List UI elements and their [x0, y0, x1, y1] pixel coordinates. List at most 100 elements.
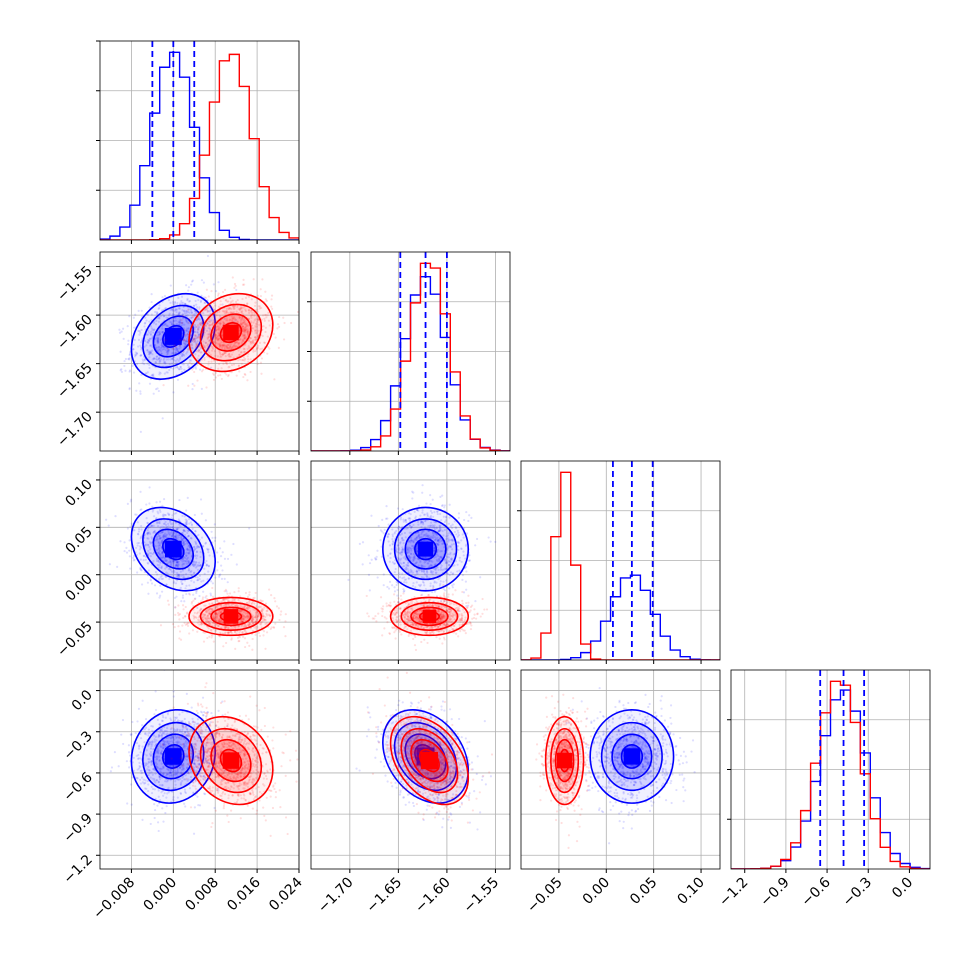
red-sample-point — [221, 347, 224, 350]
blue-sample-point — [446, 534, 449, 537]
blue-sample-point — [451, 572, 454, 576]
blue-sample-point — [164, 535, 167, 538]
blue-sample-point — [139, 331, 142, 334]
red-sample-point — [230, 631, 233, 634]
red-sample-point — [261, 347, 264, 350]
blue-contour — [130, 506, 217, 592]
blue-sample-point — [396, 594, 399, 597]
blue-sample-point — [191, 279, 195, 282]
blue-sample-point — [464, 557, 467, 560]
red-sample-point — [197, 349, 200, 352]
blue-sample-point — [181, 596, 185, 599]
red-sample-point — [171, 347, 175, 350]
blue-sample-point — [186, 556, 190, 559]
blue-sample-point — [156, 312, 159, 315]
blue-sample-point — [139, 568, 143, 571]
blue-sample-point — [196, 328, 200, 332]
blue-sample-point — [402, 588, 405, 591]
blue-sample-point — [439, 568, 442, 571]
blue-sample-point — [161, 536, 164, 539]
red-sample-point — [173, 626, 176, 629]
blue-sample-point — [138, 330, 141, 333]
blue-sample-point — [429, 516, 433, 519]
blue-sample-point — [422, 570, 425, 573]
red-sample-point — [240, 306, 243, 309]
red-sample-point — [241, 339, 244, 342]
red-contour — [210, 606, 252, 627]
blue-sample-point — [204, 341, 207, 344]
blue-sample-point — [162, 534, 165, 537]
blue-sample-point — [161, 550, 164, 553]
blue-sample-point — [127, 343, 130, 346]
blue-sample-point — [136, 362, 139, 366]
blue-sample-point — [415, 561, 418, 564]
red-sample-point — [468, 620, 472, 624]
red-sample-point — [240, 351, 243, 354]
red-sample-point — [252, 621, 255, 625]
blue-sample-point — [169, 568, 173, 571]
blue-sample-point — [174, 319, 177, 322]
blue-sample-point — [134, 313, 137, 316]
blue-sample-point — [143, 325, 146, 328]
red-sample-point — [241, 316, 244, 319]
blue-sample-point — [207, 570, 210, 573]
red-sample-point — [214, 327, 217, 330]
blue-sample-point — [428, 526, 432, 529]
blue-sample-point — [175, 564, 178, 567]
blue-sample-point — [393, 531, 397, 534]
red-sample-point — [268, 614, 271, 617]
red-sample-point — [249, 314, 253, 318]
blue-sample-point — [180, 367, 183, 370]
red-sample-point — [208, 330, 211, 333]
red-sample-point — [223, 351, 226, 355]
blue-sample-point — [436, 539, 439, 542]
red-sample-point — [200, 600, 203, 603]
red-sample-point — [186, 623, 189, 626]
red-sample-point — [407, 634, 410, 637]
red-sample-point — [199, 607, 203, 610]
blue-sample-point — [445, 516, 448, 519]
blue-sample-point — [433, 580, 436, 583]
blue-sample-point — [172, 367, 175, 370]
red-sample-point — [406, 613, 409, 616]
red-sample-point — [188, 367, 191, 370]
red-sample-point — [203, 613, 207, 616]
blue-sample-point — [108, 563, 111, 566]
blue-sample-point — [184, 335, 187, 338]
red-sample-point — [180, 319, 183, 322]
blue-sample-point — [435, 533, 438, 537]
blue-sample-point — [161, 514, 165, 517]
red-sample-point — [454, 589, 457, 592]
blue-sample-point — [398, 551, 401, 554]
red-sample-point — [437, 629, 440, 633]
red-sample-point — [283, 321, 286, 325]
red-sample-point — [242, 334, 245, 337]
blue-sample-point — [184, 587, 187, 590]
red-sample-point — [193, 384, 196, 387]
red-sample-point — [238, 639, 241, 643]
blue-sample-point — [189, 334, 193, 337]
blue-sample-point — [193, 327, 196, 331]
blue-sample-point — [163, 372, 166, 375]
red-sample-point — [220, 377, 223, 381]
red-sample-point — [212, 308, 215, 311]
blue-sample-point — [223, 577, 226, 580]
blue-sample-point — [443, 568, 446, 571]
blue-sample-point — [445, 535, 448, 538]
blue-sample-point — [172, 314, 175, 317]
red-sample-point — [230, 627, 233, 630]
blue-sample-point — [439, 566, 442, 569]
blue-sample-point — [201, 545, 205, 548]
blue-sample-point — [425, 502, 428, 505]
blue-sample-point — [407, 548, 410, 551]
blue-sample-point — [156, 341, 159, 344]
blue-sample-point — [439, 537, 442, 540]
blue-sample-point — [379, 529, 383, 532]
red-sample-point — [221, 344, 225, 347]
red-sample-point — [204, 604, 207, 607]
blue-sample-point — [413, 554, 416, 558]
blue-sample-point — [205, 564, 208, 567]
red-sample-point — [409, 603, 412, 606]
blue-sample-point — [145, 372, 148, 375]
red-sample-point — [200, 608, 203, 611]
